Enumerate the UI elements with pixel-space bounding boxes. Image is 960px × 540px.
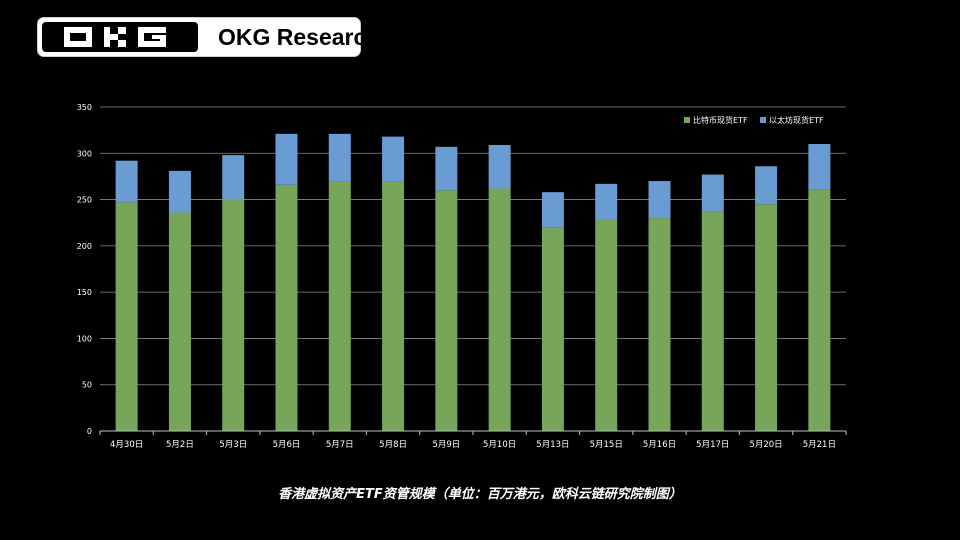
- bar-btc-segment: [755, 204, 778, 431]
- x-tick-label: 5月6日: [273, 440, 301, 450]
- x-tick-label: 5月16日: [643, 440, 676, 450]
- bar-btc-segment: [115, 202, 138, 431]
- x-tick-label: 5月17日: [696, 440, 729, 450]
- bar-eth-segment: [808, 144, 831, 190]
- legend: 比特币现货ETF 以太坊现货ETF: [684, 115, 824, 125]
- bar-eth-segment: [382, 136, 405, 182]
- x-tick-label: 5月10日: [483, 440, 516, 450]
- x-tick-label: 5月2日: [166, 440, 194, 450]
- bar-eth-segment: [435, 146, 458, 191]
- bar-btc-segment: [595, 219, 618, 431]
- y-tick-label: 100: [77, 334, 92, 343]
- legend-swatch-eth: [760, 117, 766, 123]
- bar-btc-segment: [488, 188, 511, 431]
- x-tick-label: 5月21日: [803, 440, 836, 450]
- bar-btc-segment: [222, 199, 245, 431]
- bar-eth-segment: [541, 192, 564, 228]
- x-tick-label: 5月15日: [590, 440, 623, 450]
- x-tick-label: 5月13日: [536, 440, 569, 450]
- x-tick-label: 5月7日: [326, 440, 354, 450]
- brand-name: OKG Research: [218, 24, 381, 50]
- bar-btc-segment: [275, 184, 298, 431]
- y-tick-label: 150: [77, 288, 92, 297]
- bar-btc-segment: [382, 181, 405, 431]
- bar-eth-segment: [168, 170, 191, 213]
- legend-swatch-btc: [684, 117, 690, 123]
- y-tick-label: 300: [77, 149, 92, 158]
- bar-btc-segment: [701, 211, 724, 431]
- bar-eth-segment: [222, 155, 245, 200]
- bar-eth-segment: [701, 174, 724, 212]
- brand-logo: OKG Research: [38, 18, 380, 56]
- bars: [115, 133, 831, 431]
- bar-eth-segment: [328, 133, 351, 182]
- grid-lines: [100, 106, 846, 386]
- bar-btc-segment: [328, 181, 351, 431]
- y-tick-label: 250: [77, 196, 92, 205]
- bar-eth-segment: [755, 166, 778, 205]
- bar-eth-segment: [648, 181, 671, 219]
- y-tick-label: 350: [77, 103, 92, 112]
- bar-btc-segment: [541, 227, 564, 431]
- legend-label: 以太坊现货ETF: [769, 115, 824, 125]
- y-tick-label: 0: [87, 427, 92, 436]
- x-tick-label: 4月30日: [110, 440, 143, 450]
- bar-btc-segment: [808, 189, 831, 431]
- bar-eth-segment: [595, 183, 618, 220]
- x-tick-label: 5月20日: [749, 440, 782, 450]
- bar-btc-segment: [168, 212, 191, 431]
- bar-eth-segment: [488, 144, 511, 189]
- legend-label: 比特币现货ETF: [693, 115, 748, 125]
- bar-eth-segment: [115, 160, 138, 203]
- y-tick-label: 200: [77, 242, 92, 251]
- y-tick-label: 50: [82, 381, 92, 390]
- bar-btc-segment: [435, 190, 458, 431]
- x-tick-label: 5月9日: [432, 440, 460, 450]
- okg-logo-icon: [42, 22, 198, 52]
- x-tick-label: 5月3日: [219, 440, 247, 450]
- bar-btc-segment: [648, 218, 671, 431]
- x-tick-label: 5月8日: [379, 440, 407, 450]
- bar-eth-segment: [275, 133, 298, 185]
- chart-caption: 香港虚拟资产ETF资管规模（单位：百万港元，欧科云链研究院制图）: [278, 487, 682, 502]
- axes: 0 50 100 150 200 250 300 350 4月30日 5月2日 5月3日 5月6日 5月…: [77, 103, 847, 450]
